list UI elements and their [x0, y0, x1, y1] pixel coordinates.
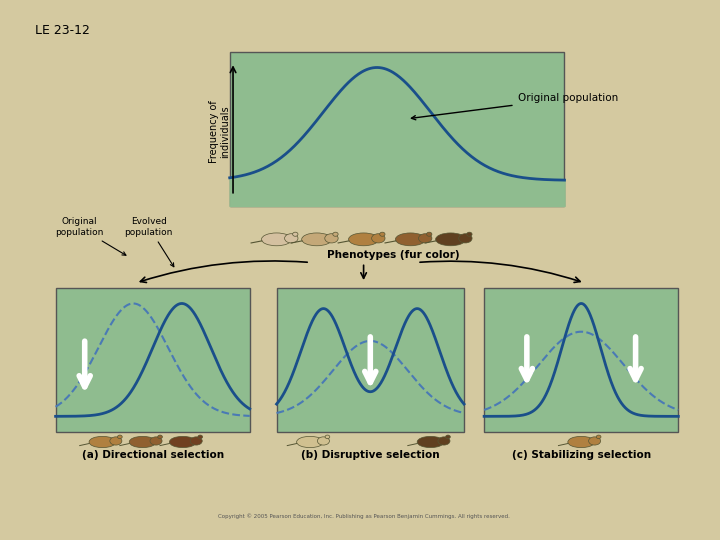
- Ellipse shape: [596, 435, 601, 438]
- Text: Phenotypes (fur color): Phenotypes (fur color): [328, 249, 460, 260]
- Ellipse shape: [418, 234, 432, 243]
- Ellipse shape: [261, 233, 292, 246]
- Ellipse shape: [379, 232, 385, 237]
- Ellipse shape: [158, 435, 163, 438]
- Ellipse shape: [467, 232, 472, 237]
- Ellipse shape: [372, 234, 385, 243]
- Ellipse shape: [446, 435, 450, 438]
- Text: Copyright © 2005 Pearson Education, Inc. Publishing as Pearson Benjamin Cummings: Copyright © 2005 Pearson Education, Inc.…: [217, 514, 510, 519]
- Text: (b) Disruptive selection: (b) Disruptive selection: [301, 450, 440, 460]
- Text: Frequency of
individuals: Frequency of individuals: [209, 100, 230, 163]
- Ellipse shape: [325, 435, 330, 438]
- Ellipse shape: [333, 232, 338, 237]
- Text: LE 23-12: LE 23-12: [35, 24, 91, 37]
- Ellipse shape: [348, 233, 379, 246]
- Ellipse shape: [302, 233, 332, 246]
- Ellipse shape: [438, 437, 450, 445]
- Ellipse shape: [292, 232, 298, 237]
- Text: Original
population: Original population: [55, 218, 126, 255]
- Ellipse shape: [110, 437, 122, 445]
- Bar: [230, 52, 564, 206]
- Text: Evolved
population: Evolved population: [125, 218, 174, 267]
- Ellipse shape: [426, 232, 432, 237]
- Ellipse shape: [150, 437, 162, 445]
- Ellipse shape: [395, 233, 426, 246]
- Ellipse shape: [117, 435, 122, 438]
- Ellipse shape: [190, 437, 202, 445]
- Ellipse shape: [318, 437, 330, 445]
- Bar: [55, 288, 250, 432]
- Ellipse shape: [198, 435, 202, 438]
- Bar: [276, 288, 464, 432]
- Ellipse shape: [568, 436, 595, 448]
- Ellipse shape: [169, 436, 197, 448]
- Ellipse shape: [89, 436, 116, 448]
- Ellipse shape: [130, 436, 156, 448]
- Ellipse shape: [284, 234, 298, 243]
- Text: (c) Stabilizing selection: (c) Stabilizing selection: [512, 450, 651, 460]
- Ellipse shape: [297, 436, 323, 448]
- Ellipse shape: [459, 234, 472, 243]
- Bar: [484, 288, 678, 432]
- Ellipse shape: [436, 233, 466, 246]
- Text: (a) Directional selection: (a) Directional selection: [81, 450, 224, 460]
- Ellipse shape: [588, 437, 600, 445]
- Ellipse shape: [417, 436, 444, 448]
- Text: Original population: Original population: [411, 93, 618, 120]
- Ellipse shape: [325, 234, 338, 243]
